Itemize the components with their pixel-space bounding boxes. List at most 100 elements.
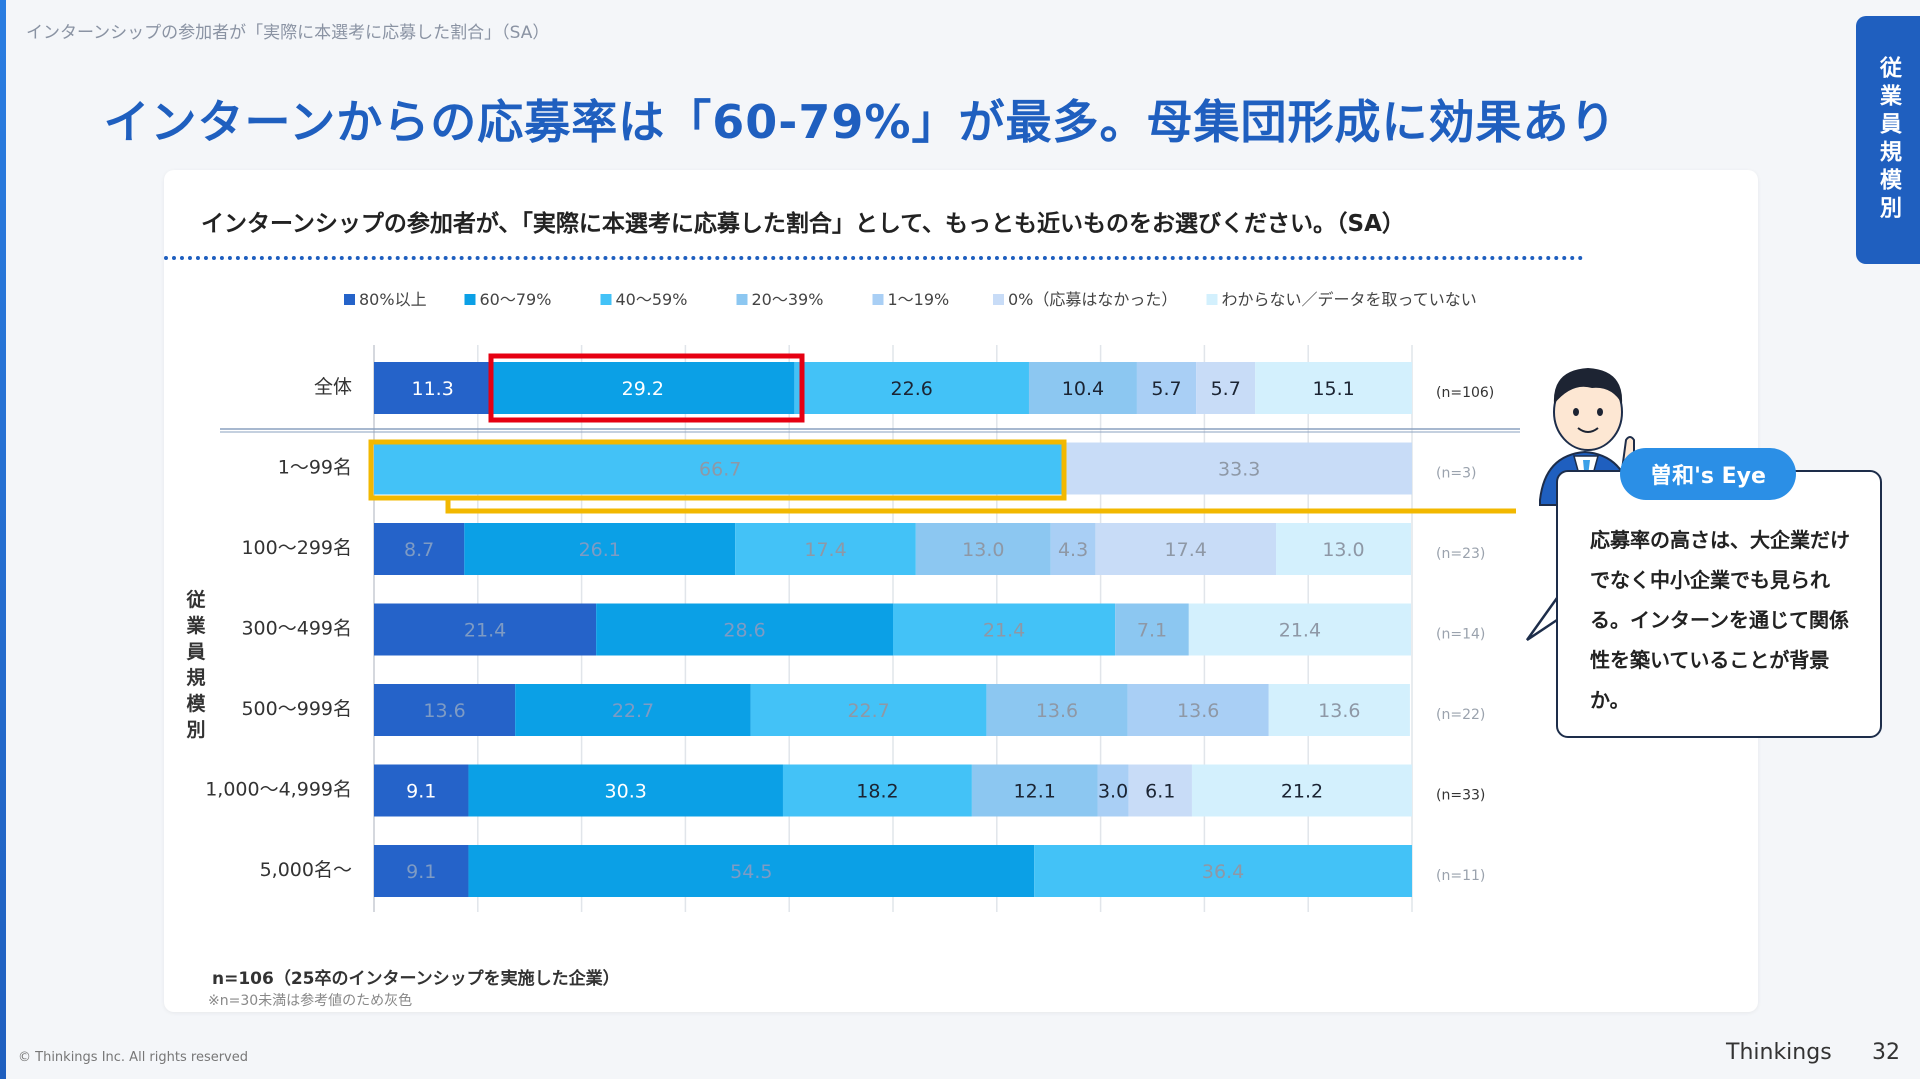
bar-value-label: 22.7	[847, 700, 889, 722]
group-label-char: 規	[186, 667, 205, 689]
bar-value-label: 21.4	[983, 620, 1025, 642]
bar-segment	[596, 603, 893, 656]
category-label: 1,000～4,999名	[205, 779, 352, 801]
bar-segment	[374, 442, 1067, 495]
speech-text: 応募率の高さは、大企業だけでなく中小企業でも見られる。インターンを通じて関係性を…	[1590, 528, 1850, 712]
bar-value-label: 66.7	[699, 459, 741, 481]
bar-segment	[491, 362, 795, 414]
bar-segment	[374, 603, 597, 656]
group-label-char: 業	[185, 614, 206, 637]
legend-label: 0%（応募はなかった）	[1008, 290, 1177, 309]
category-label: 全体	[314, 376, 352, 398]
bar-value-label: 13.6	[1177, 700, 1219, 722]
legend-label: 60～79%	[480, 290, 552, 309]
legend-label: 20～39%	[752, 290, 824, 309]
bar-segment	[1095, 523, 1277, 575]
bar-value-label: 17.4	[1165, 539, 1207, 561]
bar-segment	[1050, 523, 1096, 575]
bar-segment	[794, 362, 1029, 414]
bar-value-label: 22.7	[612, 700, 654, 722]
bar-value-label: 10.4	[1062, 378, 1104, 400]
bar-value-label: 54.5	[730, 861, 772, 883]
bar-segment	[971, 764, 1098, 817]
category-label: 100～299名	[241, 537, 352, 559]
legend-label: わからない／データを取っていない	[1222, 290, 1477, 309]
bar-value-label: 5.7	[1151, 378, 1181, 400]
presenter-eye	[1573, 408, 1579, 416]
dotted-divider	[164, 256, 1584, 260]
bar-value-label: 28.6	[723, 620, 765, 642]
sample-size-label: (n=22)	[1436, 707, 1485, 723]
bar-segment	[915, 523, 1051, 575]
category-label: 1～99名	[278, 457, 352, 479]
bar-segment	[1034, 845, 1412, 897]
bar-segment	[986, 684, 1128, 736]
legend-swatch	[993, 294, 1004, 305]
sample-size-label: (n=14)	[1436, 627, 1485, 643]
bar-value-label: 7.1	[1137, 620, 1167, 642]
group-label-char: 従	[185, 588, 205, 611]
sample-note: n=106（25卒のインターンシップを実施した企業）	[212, 969, 620, 989]
presenter-hair	[1553, 368, 1623, 404]
bar-segment	[1188, 603, 1411, 656]
bar-value-label: 13.6	[423, 700, 465, 722]
legend-label: 80%以上	[359, 290, 427, 309]
bar-segment	[464, 523, 736, 575]
bar-segment	[468, 764, 783, 817]
bar-segment	[468, 845, 1035, 897]
sample-size-label: (n=3)	[1436, 466, 1476, 482]
bar-value-label: 21.4	[1279, 620, 1321, 642]
bar-value-label: 13.6	[1036, 700, 1078, 722]
bar-segment	[1136, 362, 1197, 414]
sample-size-label: (n=33)	[1436, 788, 1485, 804]
sample-size-label: (n=23)	[1436, 546, 1485, 562]
category-label: 300～499名	[241, 618, 352, 640]
group-label-char: 別	[186, 719, 205, 741]
bar-segment	[374, 684, 516, 736]
presenter-eye	[1597, 408, 1603, 416]
bar-value-label: 21.2	[1281, 781, 1323, 803]
left-accent-bar	[0, 0, 6, 1079]
bar-segment	[1028, 362, 1137, 414]
speech-tail	[1525, 597, 1559, 642]
bar-segment	[893, 603, 1116, 656]
bar-value-label: 5.7	[1211, 378, 1241, 400]
bar-segment	[1128, 764, 1192, 817]
bar-value-label: 30.3	[605, 781, 647, 803]
bar-value-label: 9.1	[406, 781, 436, 803]
side-tab-company-size[interactable]: 従業員規模別	[1856, 16, 1920, 264]
brand-logo-text: Thinkings	[1726, 1040, 1832, 1065]
legend-swatch	[464, 294, 476, 305]
bar-segment	[515, 684, 751, 736]
eye-badge: 曽和's Eye	[1620, 448, 1796, 500]
bar-value-label: 9.1	[406, 861, 436, 883]
bar-segment	[1127, 684, 1269, 736]
legend-swatch	[344, 294, 355, 305]
bar-segment	[1191, 764, 1412, 817]
bar-segment	[782, 764, 972, 817]
highlight-yellow	[368, 439, 1067, 501]
copyright: © Thinkings Inc. All rights reserved	[18, 1050, 249, 1065]
bar-value-label: 36.4	[1202, 861, 1244, 883]
bar-value-label: 17.4	[804, 539, 846, 561]
bar-value-label: 13.0	[1322, 539, 1364, 561]
bar-value-label: 4.3	[1058, 539, 1088, 561]
bar-value-label: 15.1	[1312, 378, 1354, 400]
bar-segment	[1268, 684, 1410, 736]
reference-note: ※n=30未満は参考値のため灰色	[208, 993, 413, 1009]
bar-segment	[1255, 362, 1412, 414]
bar-segment	[1196, 362, 1256, 414]
bar-value-label: 3.0	[1098, 781, 1128, 803]
legend-swatch	[1206, 294, 1218, 305]
category-label: 5,000名～	[260, 859, 352, 881]
page-title: インターンからの応募率は「60-79%」が最多。母集団形成に効果あり	[103, 95, 1617, 149]
bar-value-label: 29.2	[622, 378, 664, 400]
bar-segment	[374, 764, 469, 817]
group-label-char: 員	[186, 641, 205, 663]
speech-bubble	[1556, 470, 1882, 738]
bar-value-label: 13.0	[962, 539, 1004, 561]
bar-value-label: 11.3	[411, 378, 453, 400]
highlight-red	[488, 353, 805, 423]
group-label-char: 模	[186, 692, 206, 715]
